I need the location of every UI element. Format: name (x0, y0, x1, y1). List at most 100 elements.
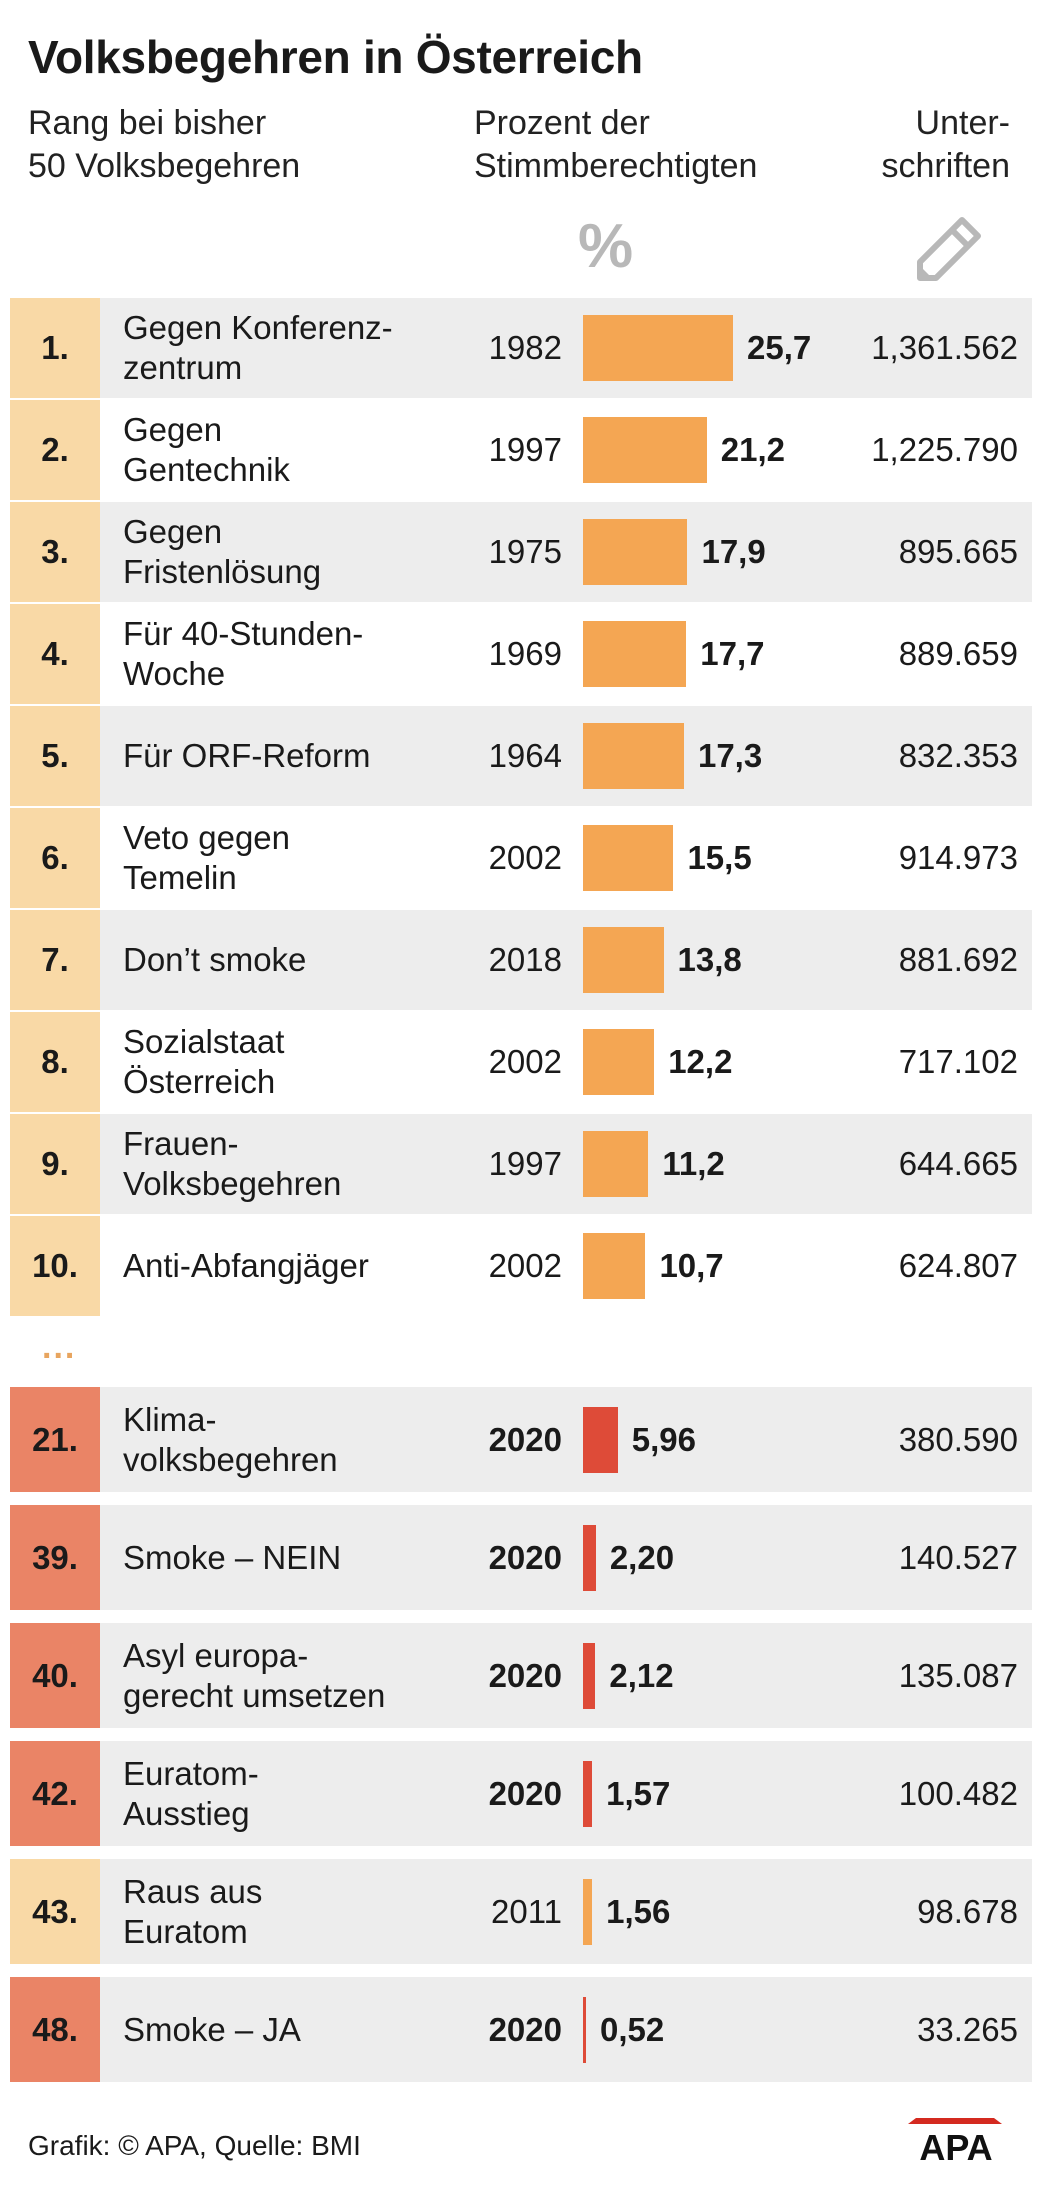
year-cell: 2020 (488, 1420, 562, 1458)
year-cell: 2002 (488, 839, 562, 876)
value-label: 12,2 (668, 1043, 733, 1080)
table-row: 2. Gegen Gentechnik 1997 21,2 1,225.790 (10, 400, 1032, 500)
year-cell: 2002 (488, 1043, 562, 1080)
value-label: 17,9 (701, 533, 766, 570)
table-row: 1. Gegen Konferenz- zentrum 1982 25,7 1,361.… (10, 298, 1032, 398)
rank-cell: 1. (10, 298, 100, 398)
rank-cell: 42. (10, 1741, 100, 1846)
header-signatures: Unter- schriften (881, 104, 1011, 185)
table-row: 10. Anti-Abfangjäger 2002 10,7 624.807 (10, 1216, 1032, 1316)
value-label: 13,8 (677, 941, 742, 978)
svg-text:APA: APA (919, 2127, 992, 2164)
percent-icon: % (578, 212, 634, 281)
value-label: 5,96 (631, 1420, 697, 1458)
apa-logo: APA (908, 2118, 1002, 2164)
table-row: 39. Smoke – NEIN 2020 2,20 140.527 (10, 1505, 1032, 1610)
table-row: 3. Gegen Fristenlösung 1975 17,9 895.665 (10, 502, 1032, 602)
rank-cell: 43. (10, 1859, 100, 1964)
year-cell: 1975 (488, 533, 562, 570)
year-cell: 2011 (491, 1892, 562, 1930)
table-row: 9. Frauen- Volksbegehren 1997 11,2 644.665 (10, 1114, 1032, 1214)
rank-cell: 3. (10, 502, 100, 602)
year-cell: 1997 (488, 1145, 562, 1182)
bar (583, 1029, 655, 1095)
rank-cell: 2. (10, 400, 100, 500)
value-label: 1,57 (606, 1774, 671, 1812)
table-row: 48. Smoke – JA 2020 0,52 33.265 (10, 1977, 1032, 2082)
signatures-cell: 644.665 (898, 1145, 1018, 1182)
value-label: 15,5 (687, 839, 752, 876)
signatures-cell: 33.265 (917, 2010, 1018, 2048)
signatures-cell: 1,361.562 (871, 329, 1018, 366)
bar (583, 519, 688, 585)
ellipsis: ... (42, 1328, 77, 1366)
signatures-cell: 895.665 (898, 533, 1018, 570)
signatures-cell: 1,225.790 (871, 431, 1018, 468)
table-row: 6. Veto gegen Temelin 2002 15,5 914.973 (10, 808, 1032, 908)
year-cell: 1969 (488, 635, 562, 672)
bar (583, 621, 687, 687)
value-label: 2,12 (609, 1656, 674, 1694)
rank-cell: 40. (10, 1623, 100, 1728)
signatures-cell: 881.692 (898, 941, 1018, 978)
bar (583, 315, 733, 381)
rank-cell: 48. (10, 1977, 100, 2082)
initiative-name: Gegen Fristenlösung (123, 513, 322, 590)
initiative-name: Smoke – JA (123, 2010, 301, 2048)
initiative-name: Raus aus Euratom (123, 1872, 263, 1950)
initiative-name: Don’t smoke (123, 941, 307, 978)
value-label: 21,2 (720, 431, 785, 468)
year-cell: 1982 (488, 329, 562, 366)
table-row: 5. Für ORF-Reform 1964 17,3 832.353 (10, 706, 1032, 806)
bar (583, 1131, 649, 1197)
value-label: 10,7 (659, 1247, 724, 1284)
bar (583, 1996, 587, 2063)
initiative-name: Veto gegen Temelin (123, 819, 290, 896)
header-percent: Prozent der Stimmberechtigten (474, 104, 758, 185)
value-label: 0,52 (600, 2010, 665, 2048)
signatures-cell: 100.482 (898, 1774, 1018, 1812)
rank-cell: 6. (10, 808, 100, 908)
value-label: 1,56 (606, 1892, 671, 1930)
signatures-cell: 380.590 (898, 1420, 1018, 1458)
initiative-name: Euratom- Ausstieg (123, 1754, 259, 1832)
bar (583, 723, 684, 789)
page-title: Volksbegehren in Österreich (28, 31, 643, 83)
rank-cell: 5. (10, 706, 100, 806)
year-cell: 2020 (488, 1538, 562, 1576)
value-label: 17,7 (700, 635, 765, 672)
signatures-cell: 889.659 (898, 635, 1018, 672)
table-row: 40. Asyl europa- gerecht umsetzen 2020 2,12… (10, 1623, 1032, 1728)
year-cell: 1964 (488, 737, 562, 774)
signatures-cell: 832.353 (898, 737, 1018, 774)
bar (583, 1233, 646, 1299)
year-cell: 2020 (488, 2010, 562, 2048)
table-row: 42. Euratom- Ausstieg 2020 1,57 100.482 (10, 1741, 1032, 1846)
signatures-cell: 140.527 (898, 1538, 1018, 1576)
bar (583, 927, 664, 993)
header-rank: Rang bei bisher 50 Volksbegehren (28, 104, 301, 185)
rank-cell: 4. (10, 604, 100, 704)
initiative-name: Gegen Konferenz- zentrum (123, 309, 393, 386)
year-cell: 2018 (488, 941, 562, 978)
signatures-cell: 717.102 (898, 1043, 1018, 1080)
value-label: 25,7 (747, 329, 812, 366)
table-row: 7. Don’t smoke 2018 13,8 881.692 (10, 910, 1032, 1010)
signatures-cell: 624.807 (898, 1247, 1018, 1284)
table-row: 8. Sozialstaat Österreich 2002 12,2 717.102 (10, 1012, 1032, 1112)
initiative-name: Anti-Abfangjäger (123, 1247, 369, 1284)
value-label: 17,3 (697, 737, 763, 774)
value-label: 11,2 (662, 1145, 725, 1182)
year-cell: 2020 (488, 1656, 562, 1694)
rank-cell: 21. (10, 1387, 100, 1492)
year-cell: 1997 (488, 431, 562, 468)
initiative-name: Gegen Gentechnik (123, 411, 290, 488)
table-row: 43. Raus aus Euratom 2011 1,56 98.678 (10, 1859, 1032, 1964)
rank-cell: 10. (10, 1216, 100, 1316)
initiative-name: Frauen- Volksbegehren (123, 1125, 342, 1202)
rank-cell: 9. (10, 1114, 100, 1214)
bar (583, 1524, 596, 1591)
table-row: 21. Klima- volksbegehren 2020 5,96 380.590 (10, 1387, 1032, 1492)
value-label: 2,20 (609, 1538, 675, 1576)
bar (583, 1642, 596, 1709)
